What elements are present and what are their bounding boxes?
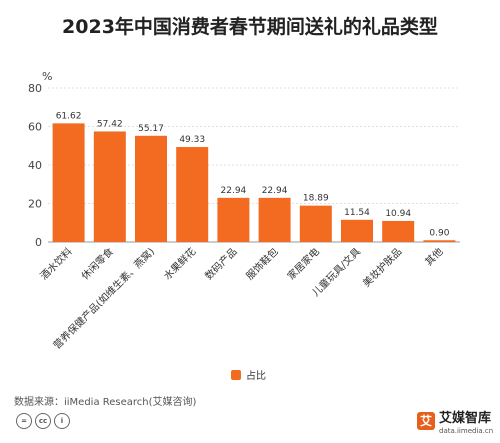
bar	[258, 197, 291, 242]
brand-name: 艾媒智库	[439, 411, 492, 426]
bar-value-label: 18.89	[303, 194, 329, 204]
x-tick-label: 服饰鞋包	[243, 245, 280, 282]
bars	[52, 123, 456, 242]
bar	[299, 205, 332, 242]
bar	[423, 240, 456, 242]
legend-swatch	[231, 370, 241, 380]
bar-value-label: 49.33	[179, 135, 205, 145]
cc-by-icon: i	[54, 413, 70, 429]
bar-value-label: 0.90	[429, 228, 449, 238]
bar-value-label: 11.54	[344, 208, 370, 218]
y-axis-unit: %	[42, 70, 52, 83]
brand-url: data.iimedia.cn	[439, 427, 494, 435]
legend-label: 占比	[246, 369, 266, 382]
value-labels: 61.62 57.42 55.17 49.33 22.94 22.94 18.89 11.54…	[56, 111, 450, 238]
x-tick-label: 水果鲜花	[161, 245, 198, 282]
bar-value-label: 55.17	[138, 124, 164, 134]
bar	[341, 219, 373, 242]
bar	[52, 123, 85, 242]
bar-chart: % 0 20 40 60 80 61.62 57.42 55.17 49.33 22.94 22.9…	[28, 70, 460, 382]
brand: 艾 艾媒智库 data.iimedia.cn	[417, 412, 493, 436]
bar-value-label: 57.42	[97, 119, 123, 129]
y-tick-label: 20	[28, 198, 42, 211]
y-tick-label: 40	[28, 159, 42, 172]
bar	[217, 197, 250, 242]
bar	[93, 131, 126, 242]
y-tick-label: 0	[35, 236, 42, 249]
legend: 占比	[231, 369, 266, 382]
brand-logo-icon: 艾	[417, 412, 435, 430]
bar	[135, 135, 167, 242]
x-tick-label: 数码产品	[202, 245, 239, 282]
bar	[176, 147, 209, 242]
bar-value-label: 61.62	[56, 111, 82, 121]
cc-icon: cc	[35, 413, 51, 429]
y-tick-label: 80	[28, 82, 42, 95]
bar-value-label: 10.94	[385, 209, 411, 219]
y-axis: % 0 20 40 60 80	[28, 70, 52, 249]
chart-title: 2023年中国消费者春节期间送礼的礼品类型	[62, 16, 438, 38]
bar-value-label: 22.94	[262, 186, 288, 196]
x-tick-label: 休闲零食	[78, 245, 115, 282]
data-source: 数据来源：iiMedia Research(艾媒咨询)	[14, 397, 197, 408]
bar	[382, 220, 415, 242]
x-tick-label: 酒水饮料	[37, 245, 74, 282]
bar-value-label: 22.94	[221, 186, 247, 196]
cc-equal-icon: =	[16, 413, 32, 429]
x-tick-label: 其他	[422, 245, 445, 268]
y-tick-label: 60	[28, 121, 42, 134]
x-tick-label: 家居家电	[284, 245, 321, 282]
license-icons: = cc i	[16, 413, 70, 429]
x-tick-label: 美妆护肤品	[360, 245, 405, 290]
